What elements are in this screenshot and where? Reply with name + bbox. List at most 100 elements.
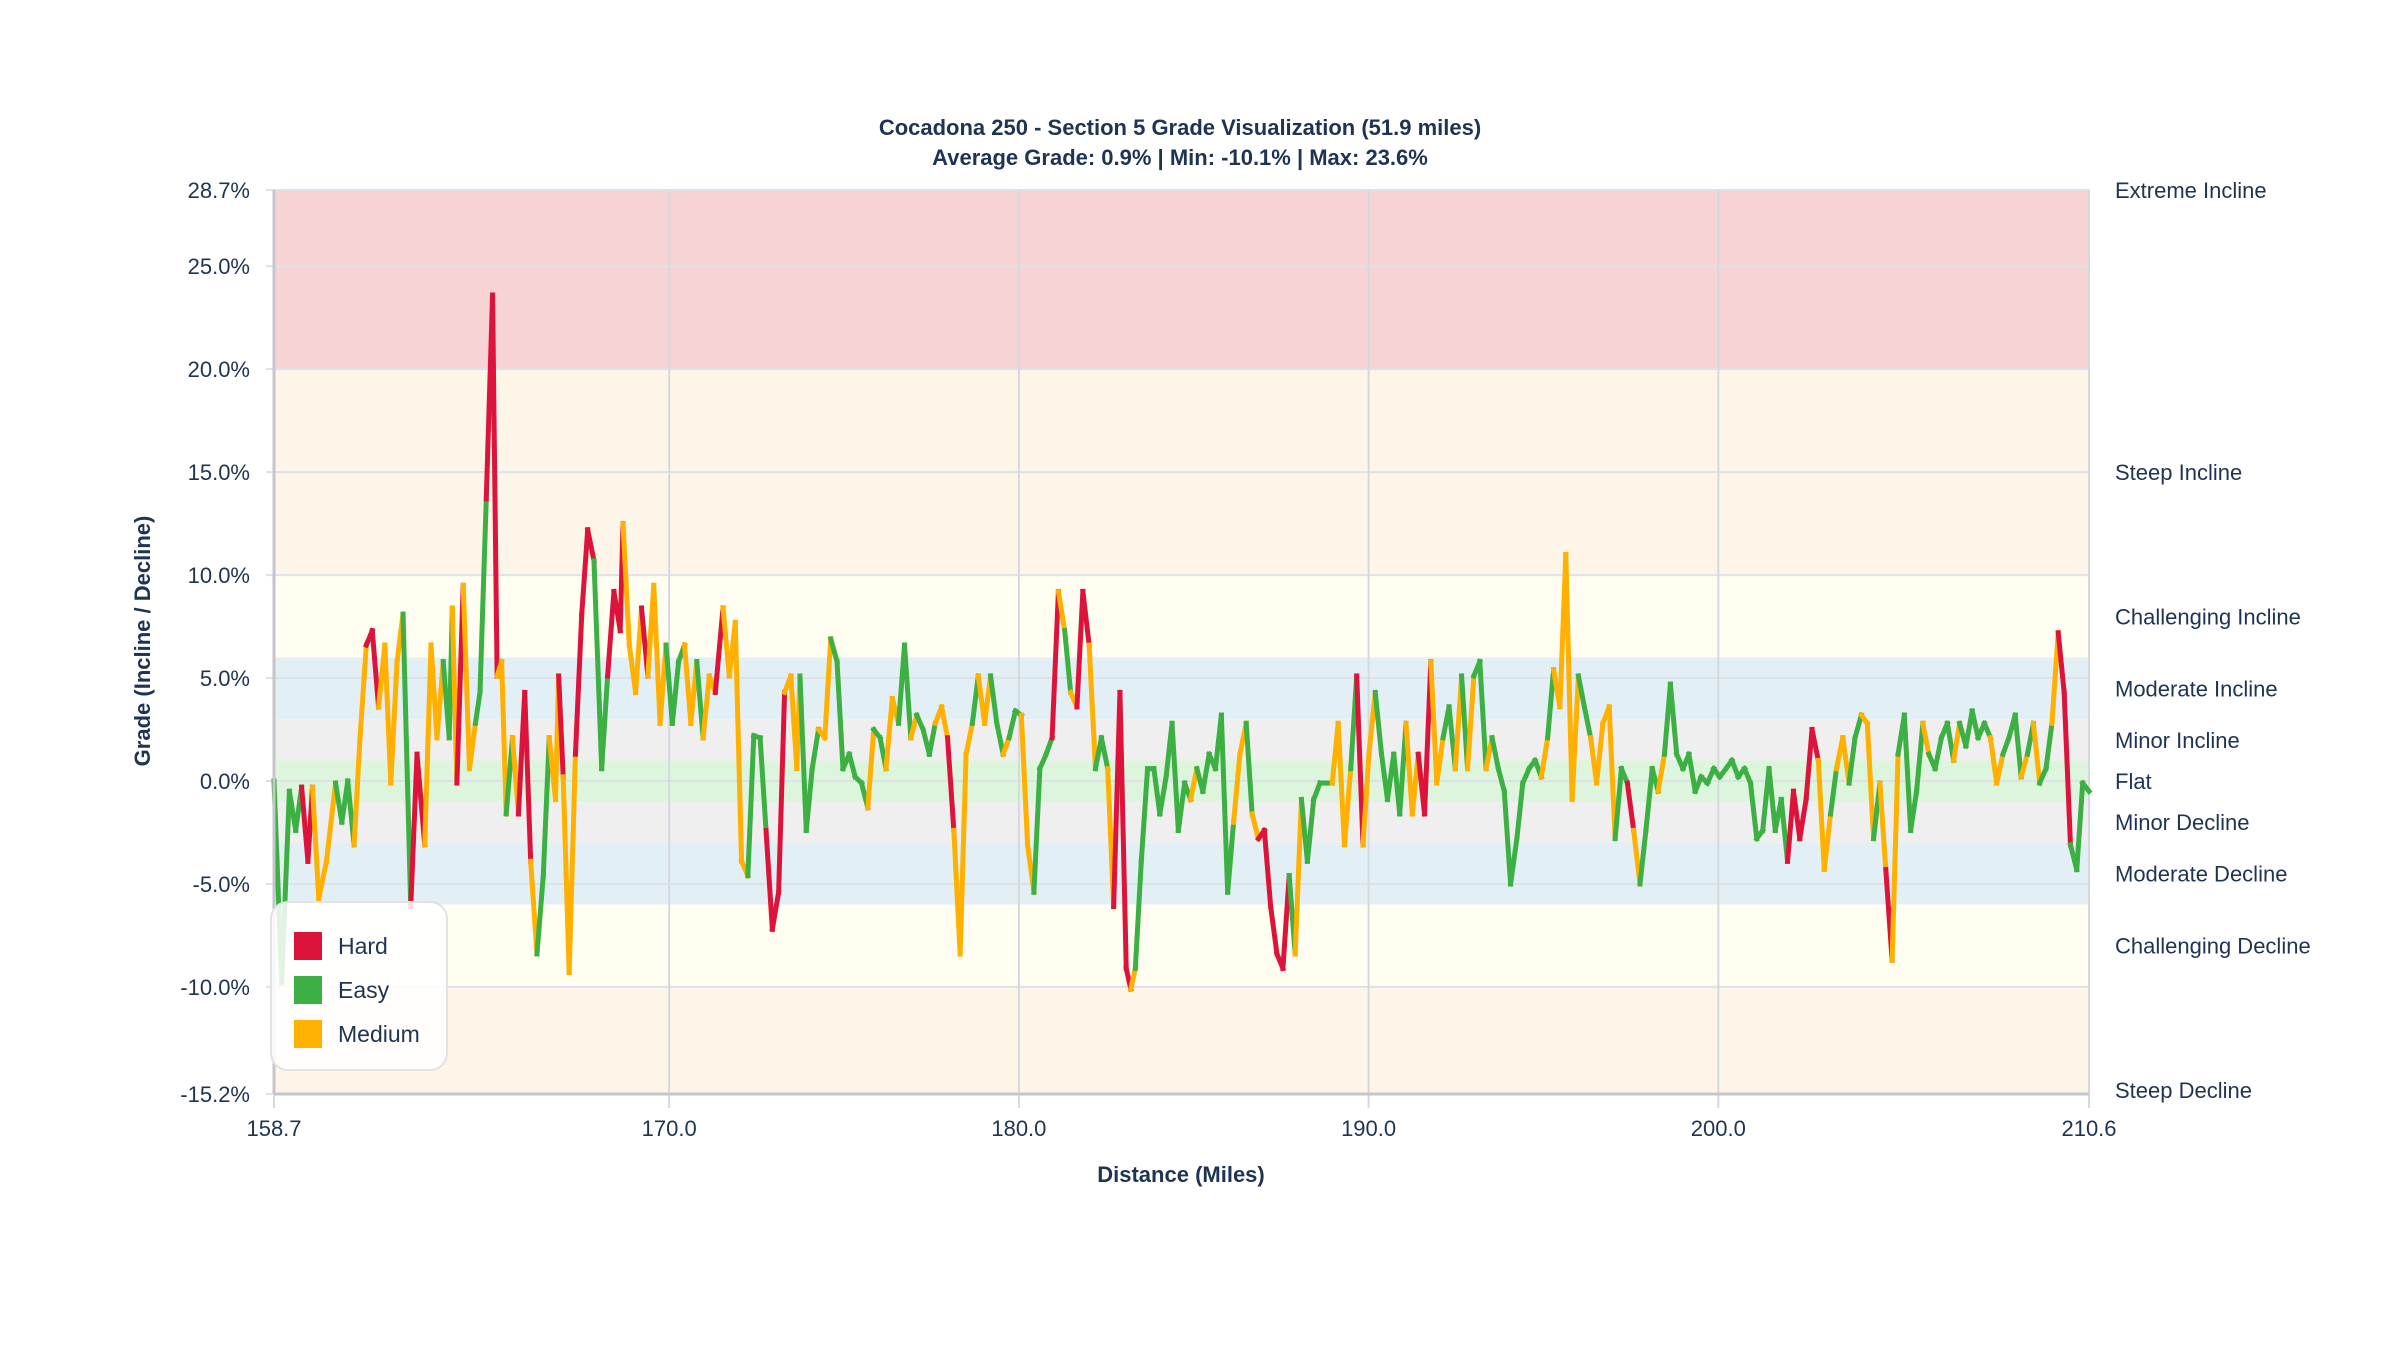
grade-segment-medium [1086,642,1099,772]
grade-segment-hard [769,889,782,933]
grade-segment-easy [987,673,1000,727]
grade-segment-medium [323,780,339,865]
grade-segment-medium [1292,796,1305,957]
grade-segment-easy [1310,779,1324,803]
grade-segment-easy [1514,780,1526,842]
y-tick-label: 28.7% [188,178,250,203]
grade-segment-hard [2055,629,2067,696]
grade-segment-easy [1999,734,2013,758]
grade-segment-easy [1969,708,1982,741]
grade-segment-easy [926,720,939,758]
grade-segment-easy [1507,835,1520,887]
zone-label: Steep Decline [2115,1078,2252,1103]
grade-segment-easy [1728,757,1742,781]
grade-segment-medium [1335,720,1348,848]
y-tick-label: 25.0% [188,254,250,279]
grade-segment-medium [309,784,322,902]
grade-segment-easy [1827,765,1840,817]
zone-label: Minor Incline [2115,728,2240,753]
easy-swatch-icon [294,976,322,1004]
grade-segment-easy [1006,707,1019,741]
grade-segment-medium [700,673,713,741]
grade-segment-medium [1569,673,1582,803]
difficulty-zones [274,190,2089,1094]
grade-segment-medium [938,703,951,741]
grade-segment-hard [763,827,775,932]
grade-segment-medium [883,695,896,772]
grade-segment-easy [846,751,859,780]
grade-segment-hard [1784,788,1797,865]
grade-segment-hard [1261,827,1274,910]
grade-segment-medium [499,658,509,817]
grade-segment-medium [2049,630,2061,727]
grade-segment-medium [1821,811,1834,873]
grade-segment-easy [834,658,846,772]
legend-item-hard: Hard [294,931,388,961]
grade-segment-medium [999,734,1013,758]
grade-segment-easy [993,720,1007,758]
y-tick-label: -15.2% [180,1082,250,1107]
grade-segment-medium [1919,720,1932,758]
grade-segment-easy [1643,765,1655,834]
x-tick-label: 190.0 [1341,1116,1396,1141]
axes: 28.7% 25.0% 20.0% 15.0% 10.0% 5.0% 0.0% -5.0% -1… [180,178,2116,1141]
grade-segment-medium [388,658,400,786]
grade-segment-hard [579,527,591,617]
zone-label: Challenging Decline [2115,934,2311,959]
grade-segment-easy [534,873,546,957]
grade-segment-medium [1815,757,1827,873]
grade-segment-easy [2012,712,2024,780]
grade-segment-easy [1218,712,1231,895]
medium-swatch-icon [294,1020,322,1048]
legend-item-medium: Medium [294,1019,420,1049]
grade-segment-medium [466,720,479,772]
grade-segment-hard [1049,588,1062,741]
grade-segment-easy [1132,858,1144,972]
grade-segment-easy [757,735,769,834]
grade-segment-hard [572,611,585,757]
grade-segment-easy [1061,627,1074,696]
grade-segment-easy [1747,780,1760,842]
grade-segment-medium [963,720,976,758]
grade-segment-easy [1138,765,1151,864]
grade-segment-hard [1117,689,1129,971]
grade-segment-medium [651,582,663,726]
grade-segment-medium [1606,704,1618,842]
grade-segment-easy [1199,751,1213,795]
grade-segment-easy [2079,779,2093,795]
grade-segment-easy [1098,734,1111,772]
grade-segment-medium [1018,712,1031,848]
grade-segment-hard [490,292,500,679]
y-axis-label: Grade (Incline / Decline) [130,516,155,767]
grade-segment-easy [1495,765,1508,795]
grade-segment-easy [1156,773,1169,817]
grade-series [271,292,2093,992]
grade-segment-easy [827,635,841,665]
grade-segment-hard [1796,796,1809,842]
grade-segment-hard [2061,689,2074,848]
legend-label: Medium [338,1020,420,1047]
grade-segment-easy [1686,751,1699,795]
zone-label: Moderate Incline [2115,676,2278,701]
grade-segment-hard [1624,780,1637,834]
grade-segment-medium [351,735,363,848]
grade-segment-easy [1169,720,1181,834]
grade-segment-medium [732,619,745,864]
grade-segment-easy [1612,765,1625,842]
grade-segment-easy [591,558,605,772]
grade-segment-medium [1341,765,1354,848]
grade-segment-medium [1055,588,1068,634]
y-tick-label: 15.0% [188,460,250,485]
zone-band [274,575,2089,658]
zone-label: Extreme Incline [2115,178,2267,203]
grade-segment-easy [913,711,927,733]
grade-segment-easy [1932,734,1945,772]
grade-segment-easy [1519,765,1533,787]
grade-segment-easy [1036,750,1050,772]
grade-segment-medium [822,636,834,741]
grade-segment-medium [1360,751,1372,848]
grade-segment-easy [809,726,822,772]
grade-segment-hard [556,673,566,780]
grade-segment-easy [1907,788,1920,834]
